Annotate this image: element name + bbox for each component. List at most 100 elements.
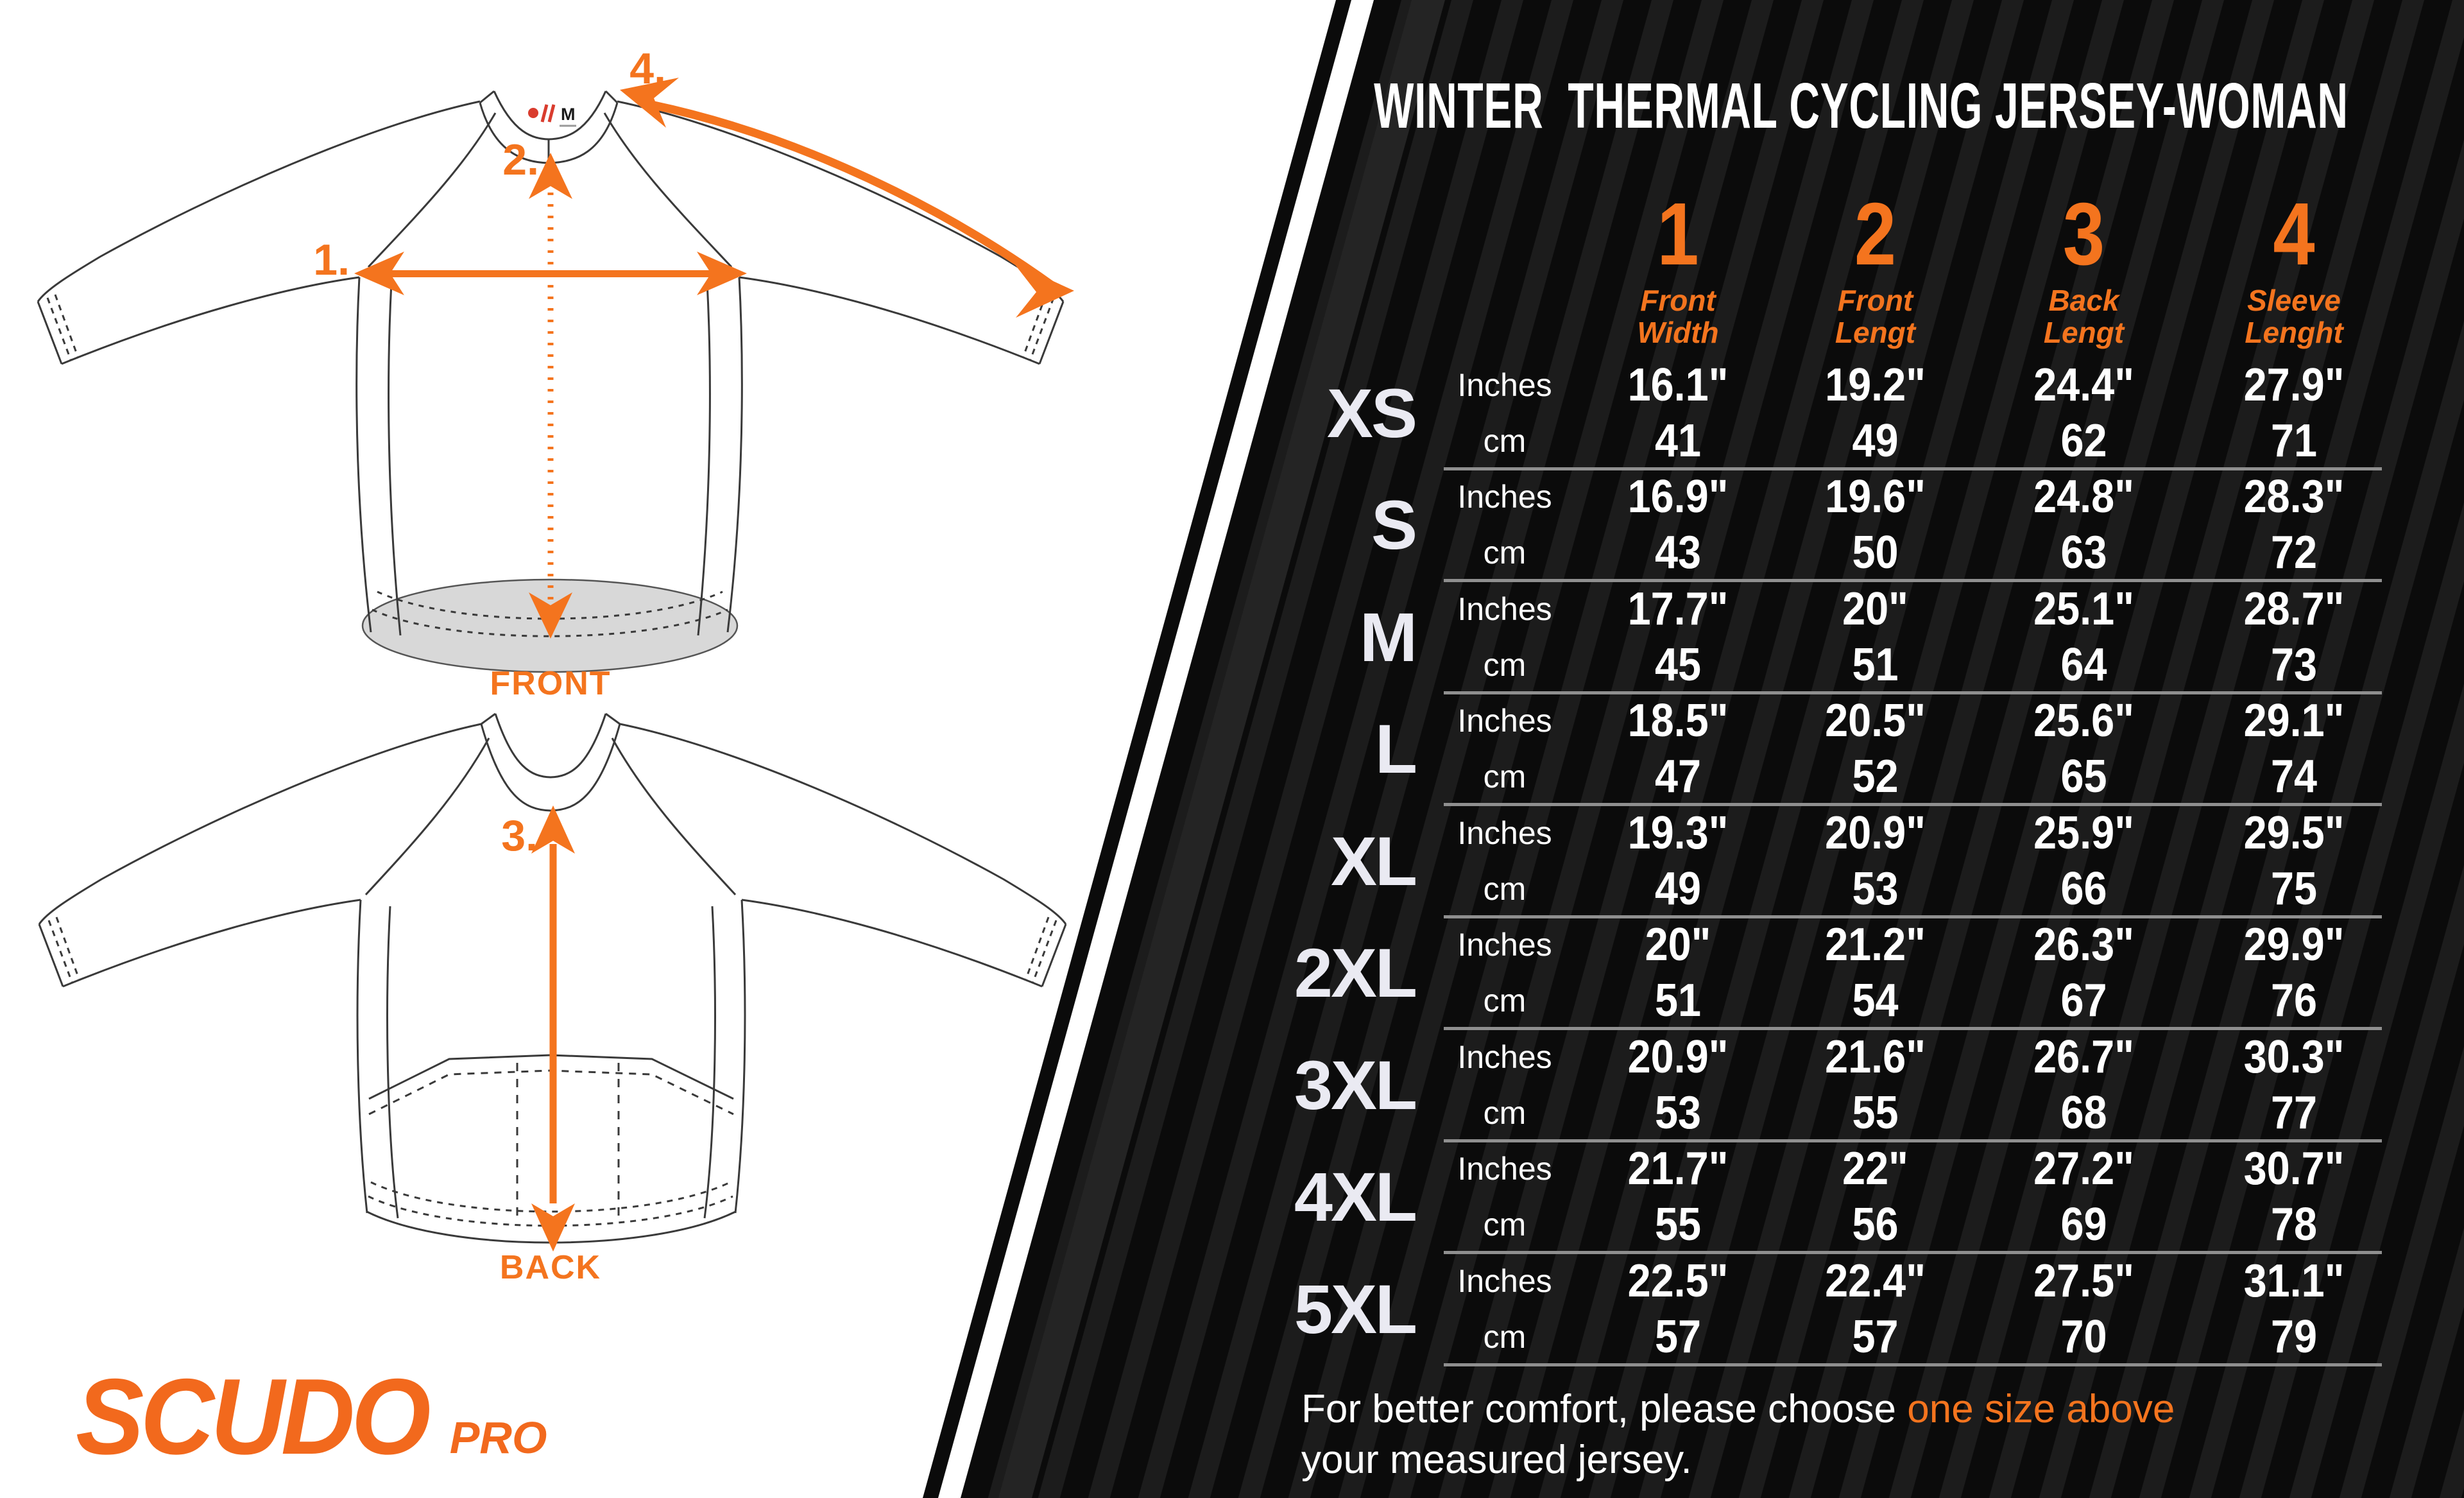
- row-separator: [1444, 1251, 2382, 1254]
- sleeve-length-inches: 28.3": [2243, 471, 2345, 523]
- sleeve-length-cm: 74: [2270, 751, 2318, 803]
- comfort-note-line2: your measured jersey.: [1301, 1438, 1692, 1483]
- column-label-1: Front Width: [1637, 284, 1719, 349]
- front-width-cm: 55: [1654, 1199, 1702, 1251]
- back-length-inches: 25.9": [2033, 807, 2134, 859]
- sleeve-length-cm: 77: [2270, 1087, 2318, 1139]
- unit-label-inches: Inches: [1457, 1038, 1552, 1075]
- column-label-4: Sleeve Lenght: [2245, 284, 2343, 349]
- back-length-cm: 66: [2060, 863, 2107, 915]
- size-table-row: L Inches 18.5" 20.5" 25.6" 29.1" cm 47 5…: [1296, 693, 2400, 806]
- unit-label-inches: Inches: [1457, 366, 1552, 403]
- sleeve-length-inches: 30.3": [2243, 1031, 2345, 1083]
- front-width-inches: 19.3": [1627, 807, 1729, 859]
- unit-label-inches: Inches: [1457, 590, 1552, 627]
- column-header-front-length: 2 Front Lengt: [1771, 190, 1980, 349]
- back-length-cm: 70: [2060, 1311, 2107, 1363]
- unit-label-cm: cm: [1483, 535, 1527, 571]
- column-number-2: 2: [1854, 185, 1897, 284]
- unit-label-inches: Inches: [1457, 1151, 1552, 1187]
- column-label-3: Back Lengt: [2043, 284, 2125, 349]
- sleeve-length-cm: 76: [2270, 975, 2318, 1027]
- front-length-inches: 21.6": [1825, 1031, 1926, 1083]
- sleeve-length-inches: 30.7": [2243, 1143, 2345, 1195]
- front-length-inches: 20.5": [1825, 695, 1926, 747]
- measure-label-3: 3.: [501, 811, 538, 860]
- arrow-4-curve: [640, 98, 1055, 289]
- row-separator: [1444, 1363, 2382, 1366]
- arrow-3-line: [549, 844, 557, 1203]
- front-length-inches: 20": [1842, 583, 1908, 635]
- sleeve-length-cm: 72: [2270, 527, 2318, 579]
- sleeve-length-inches: 28.7": [2243, 583, 2345, 635]
- size-table-row: 2XL Inches 20" 21.2" 26.3" 29.9" cm 51 5…: [1294, 917, 2400, 1030]
- back-length-cm: 64: [2060, 639, 2107, 691]
- row-separator: [1444, 803, 2382, 806]
- front-length-cm: 54: [1852, 975, 1899, 1027]
- back-length-cm: 67: [2060, 975, 2107, 1027]
- front-width-inches: 21.7": [1627, 1143, 1729, 1195]
- unit-label-cm: cm: [1483, 1094, 1527, 1131]
- back-length-cm: 69: [2060, 1199, 2107, 1251]
- arrow-3-top-head: [531, 805, 575, 854]
- brand-name: SCUDO: [76, 1356, 431, 1477]
- unit-label-cm: cm: [1483, 759, 1527, 795]
- front-width-inches: 16.1": [1627, 359, 1729, 411]
- front-width-inches: 16.9": [1627, 471, 1729, 523]
- chart-title: WINTER THERMAL CYCLING JERSEY-WOMAN: [1373, 70, 2348, 142]
- back-length-cm: 63: [2060, 527, 2107, 579]
- size-label: 4XL: [1294, 1158, 1417, 1236]
- front-width-cm: 41: [1654, 415, 1702, 467]
- row-separator: [1444, 579, 2382, 582]
- front-length-cm: 50: [1852, 527, 1899, 579]
- front-length-cm: 49: [1852, 415, 1899, 467]
- size-label: 5XL: [1294, 1270, 1417, 1348]
- unit-label-cm: cm: [1483, 870, 1527, 907]
- front-width-inches: 18.5": [1627, 695, 1729, 747]
- size-label: L: [1375, 710, 1417, 788]
- unit-label-cm: cm: [1483, 1207, 1527, 1243]
- back-view-label: BACK: [500, 1249, 601, 1286]
- size-label: XS: [1326, 374, 1417, 452]
- brand-logo: SCUDO PRO: [76, 1356, 547, 1477]
- chart-title-wrap: WINTER THERMAL CYCLING JERSEY-WOMAN: [1360, 69, 2361, 143]
- front-length-cm: 51: [1852, 639, 1899, 691]
- front-width-inches: 20": [1645, 919, 1711, 971]
- unit-label-cm: cm: [1483, 646, 1527, 683]
- unit-label-inches: Inches: [1457, 703, 1552, 739]
- arrow-4-upper-head: [620, 78, 679, 128]
- back-length-cm: 62: [2060, 415, 2107, 467]
- front-width-cm: 49: [1654, 863, 1702, 915]
- front-width-cm: 51: [1654, 975, 1702, 1027]
- size-label: M: [1360, 598, 1417, 676]
- sleeve-length-cm: 75: [2270, 863, 2318, 915]
- arrow-2-top-head: [529, 153, 572, 199]
- column-header-front-width: 1 Front Width: [1585, 190, 1771, 349]
- unit-label-cm: cm: [1483, 1318, 1527, 1355]
- column-header-sleeve-length: 4 Sleeve Lenght: [2188, 190, 2400, 349]
- back-length-inches: 24.8": [2033, 471, 2134, 523]
- back-length-cm: 65: [2060, 751, 2107, 803]
- front-width-inches: 20.9": [1627, 1031, 1729, 1083]
- back-length-inches: 24.4": [2033, 359, 2134, 411]
- arrow-2-bottom-head: [529, 592, 572, 639]
- row-separator: [1444, 915, 2382, 918]
- front-length-cm: 56: [1852, 1199, 1899, 1251]
- size-table-row: S Inches 16.9" 19.6" 24.8" 28.3" cm 43 5…: [1296, 469, 2400, 582]
- unit-label-inches: Inches: [1457, 814, 1552, 851]
- front-width-cm: 43: [1654, 527, 1702, 579]
- arrow-1-left-head: [354, 252, 404, 295]
- column-label-2: Front Lengt: [1835, 284, 1916, 349]
- back-length-inches: 26.3": [2033, 919, 2134, 971]
- size-label: S: [1371, 486, 1417, 564]
- collar-tag: M: [528, 104, 576, 127]
- sleeve-length-inches: 29.5": [2243, 807, 2345, 859]
- measure-label-2: 2.: [502, 135, 539, 184]
- back-length-inches: 27.5": [2033, 1255, 2134, 1307]
- sleeve-length-inches: 27.9": [2243, 359, 2345, 411]
- sleeve-length-cm: 71: [2270, 415, 2318, 467]
- size-table-row: XL Inches 19.3" 20.9" 25.9" 29.5" cm 49 …: [1296, 805, 2400, 918]
- measure-label-1: 1.: [313, 236, 350, 284]
- size-table-row: XS Inches 16.1" 19.2" 24.4" 27.9" cm 41 …: [1296, 357, 2400, 470]
